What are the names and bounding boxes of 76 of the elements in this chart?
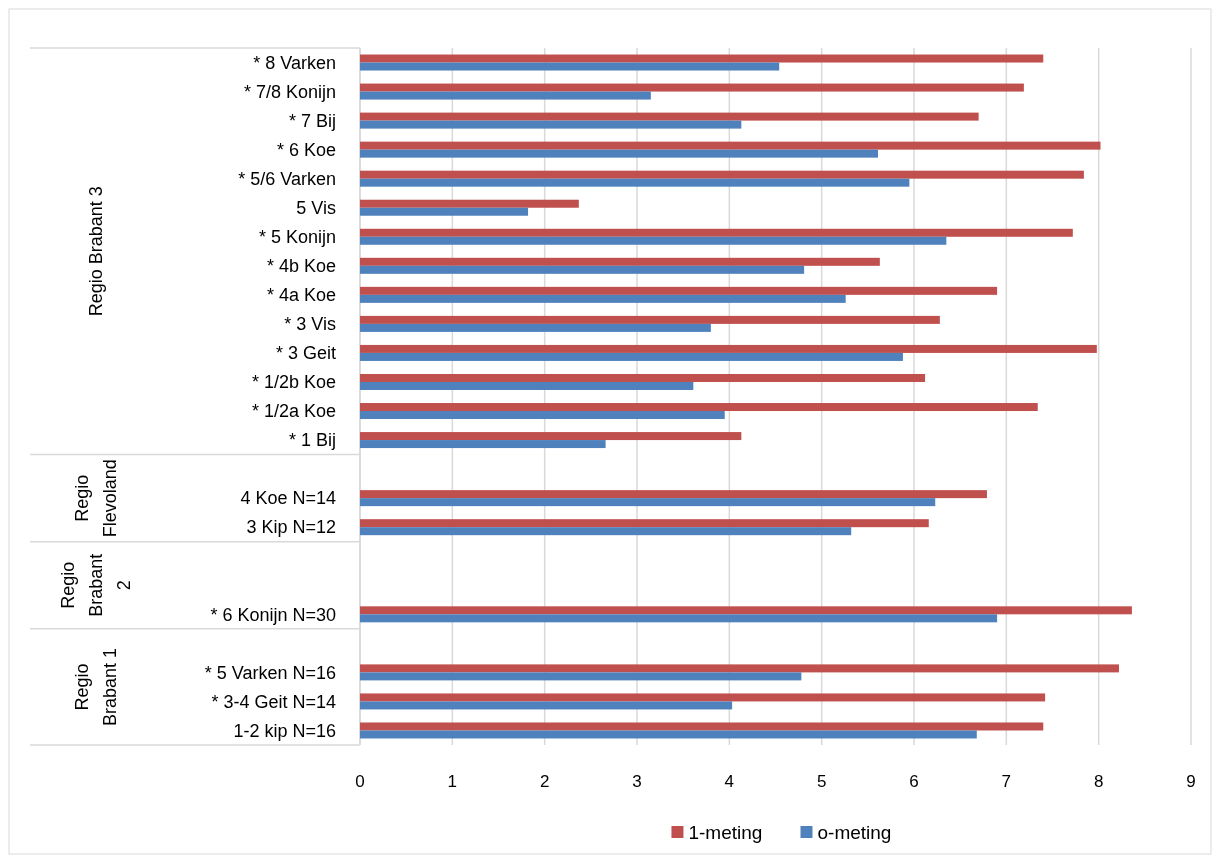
x-tick-label: 4 bbox=[724, 772, 735, 791]
y-tick-label: * 6 Koe bbox=[276, 139, 336, 160]
bar bbox=[360, 432, 742, 441]
y-tick-label: * 5 Konijn bbox=[258, 227, 336, 248]
bar bbox=[360, 373, 926, 382]
y-tick-label: * 3 Vis bbox=[284, 314, 336, 335]
text: Regio Brabant 3 bbox=[86, 186, 107, 317]
bar bbox=[360, 527, 852, 536]
bar bbox=[360, 236, 947, 245]
bar bbox=[360, 730, 977, 739]
y-tick-label: * 3 Geit bbox=[275, 343, 336, 364]
y-tick-label: * 1/2b Koe bbox=[251, 372, 336, 393]
bar bbox=[360, 62, 780, 71]
bar bbox=[360, 352, 903, 361]
bar bbox=[360, 207, 529, 216]
bar bbox=[360, 265, 805, 274]
y-tick-label: * 5/6 Varken bbox=[238, 168, 336, 189]
bar bbox=[360, 498, 936, 507]
bar bbox=[360, 315, 940, 324]
bar bbox=[360, 257, 880, 266]
text: Regio Brabant 1 bbox=[72, 647, 121, 726]
bar bbox=[360, 440, 606, 449]
bar bbox=[360, 722, 1044, 731]
y-tick-label: * 8 Varken bbox=[253, 52, 336, 73]
bar bbox=[360, 91, 651, 100]
x-tick-label: 3 bbox=[632, 772, 642, 791]
y-tick-label: * 6 Konijn N=30 bbox=[210, 604, 336, 625]
bar bbox=[360, 490, 987, 499]
x-tick-label: 6 bbox=[909, 772, 919, 791]
bar bbox=[360, 178, 910, 187]
y-tick-label: 5 Vis bbox=[296, 198, 336, 219]
bar bbox=[360, 112, 979, 121]
x-tick-label: 5 bbox=[816, 772, 827, 791]
bar bbox=[360, 54, 1044, 63]
legend-label: 1-meting bbox=[688, 821, 763, 843]
bar bbox=[360, 614, 998, 623]
bar bbox=[360, 672, 802, 681]
y-tick-label: * 1/2a Koe bbox=[251, 401, 336, 422]
bar bbox=[360, 606, 1132, 615]
bar bbox=[360, 294, 846, 303]
x-tick-label: 2 bbox=[539, 772, 550, 791]
bar bbox=[360, 286, 998, 295]
y-tick-label: * 1 Bij bbox=[288, 430, 336, 451]
y-tick-label: 1-2 kip N=16 bbox=[233, 720, 336, 741]
bar bbox=[360, 519, 929, 528]
bar bbox=[360, 149, 878, 158]
y-tick-label: * 3-4 Geit N=14 bbox=[211, 691, 336, 712]
bar bbox=[360, 403, 1038, 412]
y-tick-label: 4 Koe N=14 bbox=[240, 488, 336, 509]
x-tick-label: 9 bbox=[1186, 772, 1196, 791]
bar bbox=[360, 693, 1046, 702]
y-tick-label: 3 Kip N=12 bbox=[246, 517, 336, 538]
bar bbox=[360, 83, 1024, 92]
y-tick-label: * 7/8 Konijn bbox=[243, 81, 336, 102]
bar bbox=[360, 381, 694, 390]
x-tick-label: 1 bbox=[447, 772, 458, 791]
bar bbox=[360, 701, 733, 710]
bar bbox=[360, 323, 711, 332]
x-tick-label: 7 bbox=[1001, 772, 1012, 791]
x-tick-label: 8 bbox=[1093, 772, 1104, 791]
y-tick-label: * 4a Koe bbox=[266, 285, 336, 306]
text: Regio Flevoland bbox=[72, 459, 121, 538]
y-tick-label: * 4b Koe bbox=[266, 256, 336, 277]
bar bbox=[360, 228, 1073, 237]
x-tick-label: 0 bbox=[355, 772, 365, 791]
bar bbox=[360, 170, 1084, 179]
text: Regio Brabant 2 bbox=[58, 553, 135, 617]
bar bbox=[360, 141, 1101, 150]
bar bbox=[360, 120, 742, 129]
bar bbox=[360, 199, 579, 208]
bar bbox=[360, 411, 725, 420]
y-tick-label: * 7 Bij bbox=[288, 110, 336, 131]
bar bbox=[360, 664, 1119, 673]
bar bbox=[360, 344, 1097, 353]
y-tick-label: * 5 Varken N=16 bbox=[204, 662, 336, 683]
legend-label: o-meting bbox=[817, 821, 892, 843]
